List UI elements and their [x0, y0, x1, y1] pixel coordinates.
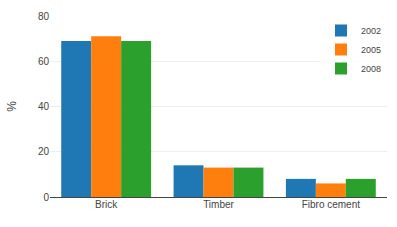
svg-text:Timber: Timber — [203, 199, 234, 210]
svg-text:%: % — [5, 101, 19, 112]
svg-text:60: 60 — [38, 56, 50, 67]
svg-text:Fibro cement: Fibro cement — [302, 199, 361, 210]
svg-text:0: 0 — [43, 192, 49, 203]
svg-text:2002: 2002 — [361, 26, 381, 36]
svg-text:20: 20 — [38, 146, 50, 157]
svg-text:Brick: Brick — [95, 199, 118, 210]
svg-text:80: 80 — [38, 11, 50, 22]
svg-text:40: 40 — [38, 101, 50, 112]
svg-text:2005: 2005 — [361, 45, 381, 55]
svg-text:2008: 2008 — [361, 64, 381, 74]
